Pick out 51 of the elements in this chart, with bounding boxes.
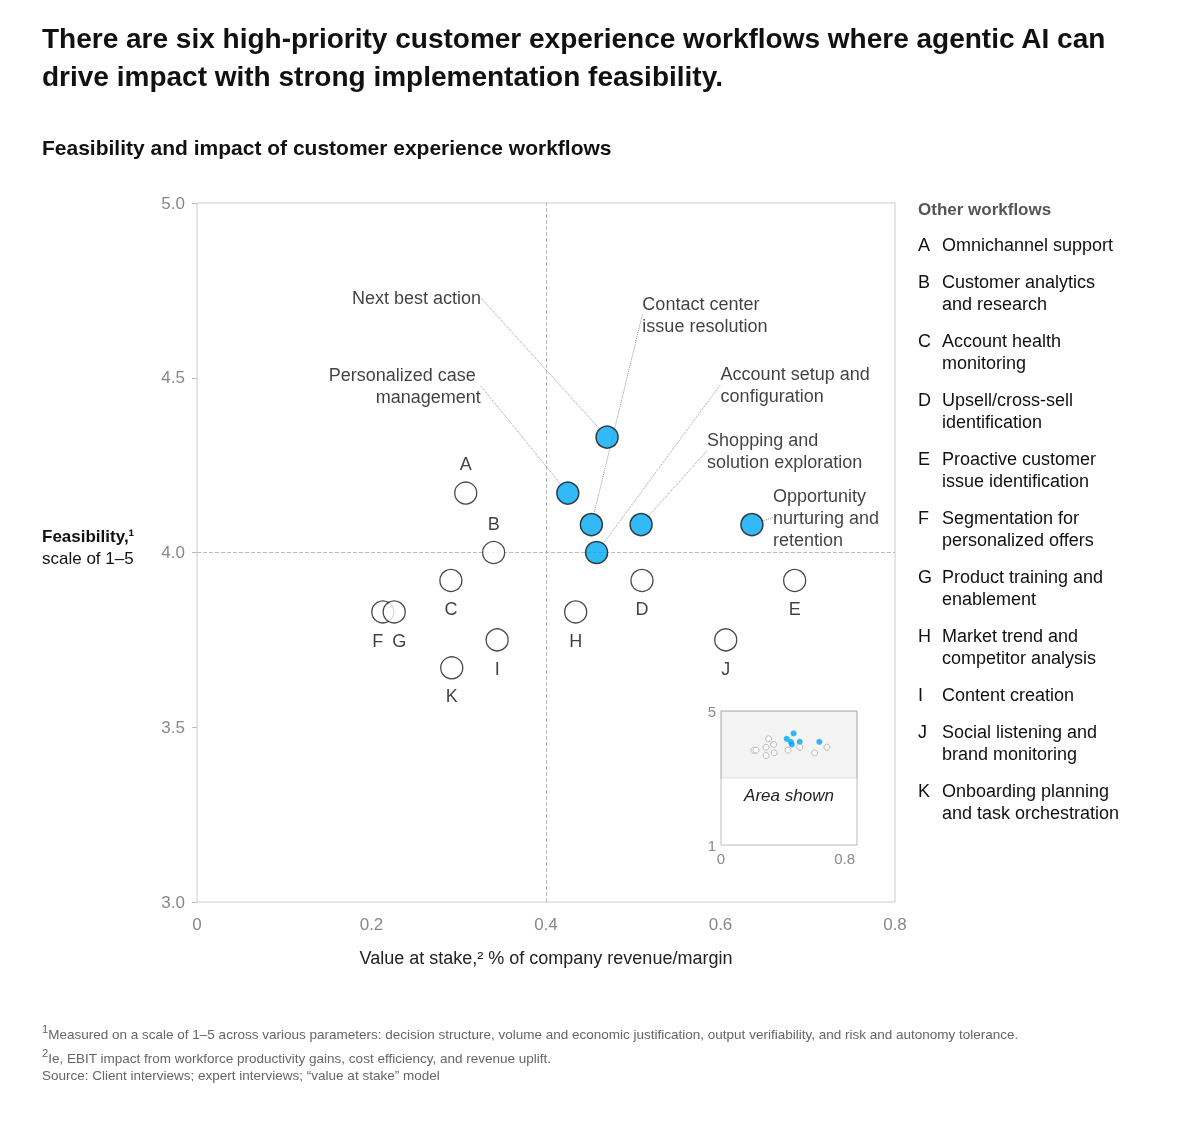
band-label: Area shown (743, 786, 834, 805)
y-tick-label: 3.0 (161, 892, 185, 912)
x-tick-label: 0 (192, 915, 202, 934)
text: F Segmentation for personalized offers (918, 507, 1095, 551)
x-tick-label: 0.6 (708, 915, 733, 934)
y-tick-label: 3.5 (161, 717, 185, 737)
text: $^{1}$Measured on a scale of 1–5 across various parameters: decision structure, volume and economic justification, output verifiability, and risk and autonomy tolerance. (42, 1022, 1020, 1044)
data-label: C (444, 599, 458, 620)
data-label: Personalized case management (328, 365, 481, 408)
y-tick-label: 5 (707, 702, 716, 720)
data-label: H (569, 630, 583, 651)
data-label: E (788, 599, 801, 620)
x-tick-label: 0.8 (883, 915, 907, 934)
chart-subtitle: Feasibility and impact of customer experience workflows (42, 136, 612, 160)
y-axis-title: Feasibility,¹ scale of 1–5 (42, 526, 135, 570)
chart-title: There are six high-priority customer experience workflows where agentic AI can drive impact with strong implementation feasibility. (42, 22, 1107, 94)
text: $^{2}$Ie, EBIT impact from workforce productivity gains, cost efficiency, and revenue uplift. (42, 1045, 552, 1067)
data-label: B (487, 513, 500, 534)
data-label: Account setup and configuration (720, 363, 875, 406)
data-label: J (721, 658, 731, 679)
text: I Content creation (918, 684, 1076, 706)
text: A Omnichannel support (918, 234, 1115, 256)
x-tick-label: 0.2 (359, 915, 384, 934)
text: K Onboarding planning and task orchestration (918, 780, 1121, 824)
text: B Customer analytics and research (918, 271, 1097, 315)
x-axis-title: Value at stake,² % of company revenue/margin (358, 948, 734, 969)
data-label: Shopping and solution exploration (707, 429, 863, 472)
y-tick-label: 4.0 (161, 543, 185, 562)
data-label: Opportunity nurturing and retention (772, 485, 884, 550)
data-label: I (494, 658, 500, 679)
text: J Social listening and brand monitoring (918, 721, 1099, 765)
x-tick-label: 0.8 (834, 850, 856, 867)
data-label: G (392, 630, 407, 651)
x-tick-label: 0 (716, 850, 726, 867)
data-label: Contact center issue resolution (642, 293, 768, 336)
text: E Proactive customer issue identification (918, 448, 1098, 492)
x-tick-label: 0.4 (534, 915, 558, 934)
data-label: F (372, 630, 384, 651)
text: G Product training and enablement (918, 566, 1105, 610)
source-note: Source: Client interviews; expert interviews; “value at stake” model (42, 1067, 441, 1085)
y-tick-label: 5.0 (161, 193, 185, 213)
y-tick-label: 4.5 (161, 368, 185, 388)
data-label: D (635, 599, 649, 620)
data-label: Next best action (352, 288, 482, 309)
data-label: A (459, 454, 472, 475)
text: C Account health monitoring (918, 330, 1063, 374)
text: D Upsell/cross-sell identification (918, 389, 1075, 433)
text: H Market trend and competitor analysis (918, 625, 1098, 669)
data-label: K (445, 686, 458, 707)
y-tick-label: 1 (707, 836, 716, 854)
legend-title: Other workflows (918, 200, 1053, 220)
